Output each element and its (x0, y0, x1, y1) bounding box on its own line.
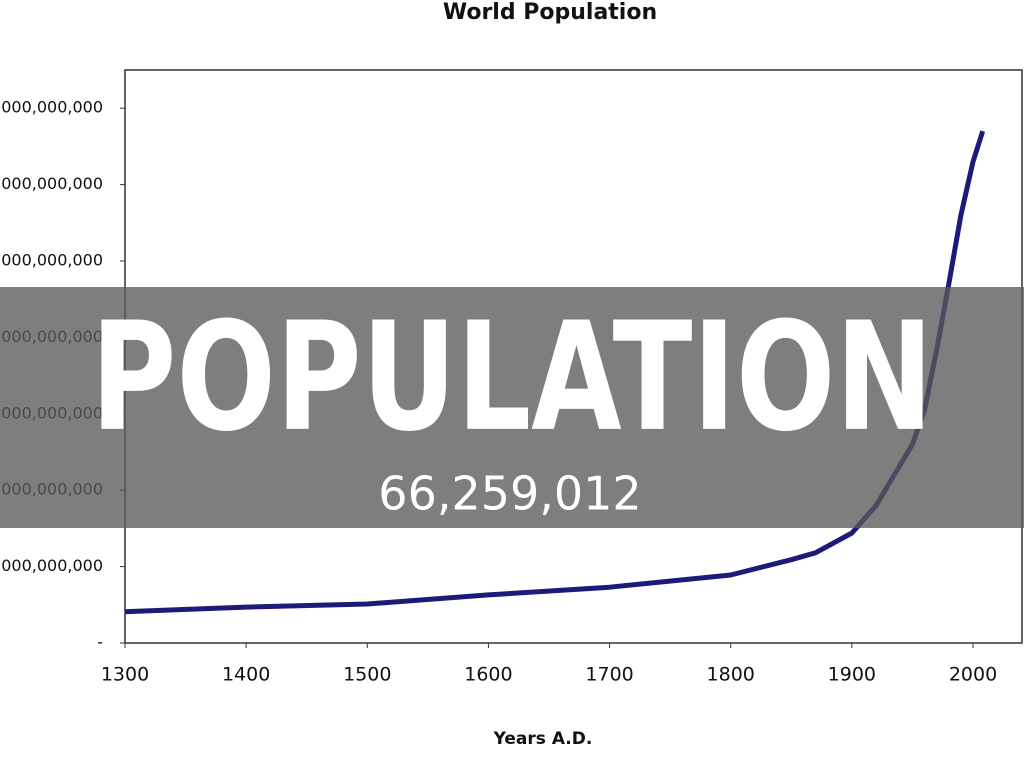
x-tick-label: 1700 (585, 664, 633, 686)
x-tick-label: 1500 (343, 664, 391, 686)
y-tick-label: 1,000,000,000 (0, 556, 103, 575)
x-tick-label: 1600 (464, 664, 512, 686)
y-tick-label: 6,000,000,000 (0, 174, 103, 193)
overlay-title: POPULATION (91, 289, 934, 464)
overlay: POPULATION 66,259,012 (0, 287, 1024, 528)
y-tick-label: 5,000,000,000 (0, 251, 103, 270)
chart-title: World Population (443, 0, 657, 25)
x-tick-label: 2000 (949, 664, 997, 686)
overlay-band (0, 287, 1024, 528)
y-tick-label: - (97, 633, 103, 652)
x-tick-label: 1400 (222, 664, 270, 686)
x-tick-label: 1800 (707, 664, 755, 686)
x-axis-label: Years A.D. (493, 729, 593, 749)
overlay-subtitle: 66,259,012 (378, 467, 641, 521)
data-line (124, 130, 986, 615)
x-tick-label: 1300 (101, 664, 149, 686)
y-tick-label: 7,000,000,000 (0, 98, 103, 117)
x-tick-label: 1900 (828, 664, 876, 686)
